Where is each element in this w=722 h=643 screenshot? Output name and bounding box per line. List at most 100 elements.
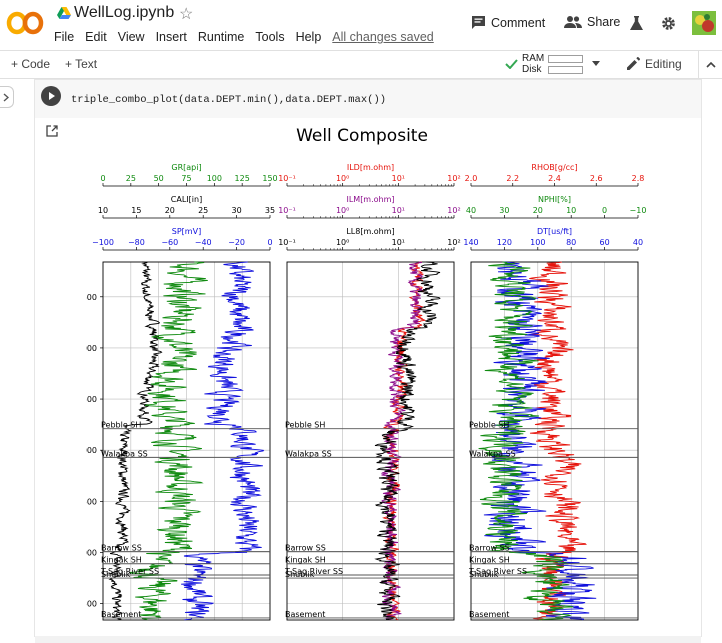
tick-label: −80 (128, 238, 145, 247)
people-icon (564, 16, 582, 28)
resource-monitor[interactable]: RAM Disk (522, 53, 544, 75)
comment-label: Comment (491, 15, 546, 30)
formation-top-label: Pebble SH (101, 421, 141, 430)
avatar[interactable] (692, 11, 716, 35)
disk-meter (548, 66, 583, 74)
add-text-button[interactable]: + Text (65, 57, 98, 71)
tick-label: 10⁻¹ (278, 174, 296, 183)
toolbar-divider (698, 51, 699, 78)
tick-label: 10² (447, 174, 460, 183)
axis-label: ILD[m.ohm] (347, 163, 394, 172)
tick-label: 40 (466, 206, 476, 215)
tick-label: 30 (232, 206, 242, 215)
formation-top-label: Walakpa SS (285, 449, 332, 458)
axis-label: DT[us/ft] (537, 227, 572, 236)
tick-label: 120 (497, 238, 512, 247)
run-cell-button[interactable] (41, 86, 61, 106)
formation-top-label: T-Sag River SS (284, 567, 343, 576)
axis-label: ILM[m.ohm] (346, 195, 394, 204)
tick-label: 100 (207, 174, 222, 183)
editing-mode-button[interactable]: Editing (645, 57, 682, 71)
chevron-right-icon (3, 93, 9, 102)
formation-top-label: Barrow SS (285, 543, 326, 552)
tick-label: 10⁻¹ (278, 206, 296, 215)
tick-label: 40 (633, 238, 643, 247)
tick-label: 10⁰ (336, 206, 349, 215)
ll8-curve (374, 261, 441, 621)
chevron-down-icon[interactable] (592, 61, 600, 66)
tick-label: −60 (161, 238, 178, 247)
share-button[interactable]: Share (564, 15, 620, 29)
code-editor[interactable] (35, 80, 701, 118)
formation-top-label: Pebble SH (285, 421, 325, 430)
menu-bar: File Edit View Insert Runtime Tools Help All ch… (54, 30, 445, 44)
tick-label: 10⁰ (336, 174, 349, 183)
menu-insert[interactable]: Insert (155, 30, 187, 44)
top-bar: WellLog.ipynb ☆ File Edit View Insert Runtim… (0, 0, 722, 50)
formation-top-label: Basement (285, 610, 325, 619)
tick-label: 2.6 (590, 174, 603, 183)
axis-label: GR[api] (171, 163, 201, 172)
ilm-curve (380, 261, 424, 621)
cali-curve (108, 261, 163, 621)
axis-label: LL8[m.ohm] (346, 227, 394, 236)
formation-top-label: Barrow SS (469, 543, 510, 552)
tick-label: 10¹ (392, 206, 405, 215)
flask-icon[interactable] (630, 16, 643, 31)
depth-label: 3000 (86, 548, 97, 557)
tick-label: −40 (195, 238, 212, 247)
formation-top-label: Kingak SH (101, 556, 142, 565)
sidebar-toggle[interactable] (0, 86, 14, 108)
tick-label: 30 (499, 206, 509, 215)
rhob-curve (529, 261, 587, 621)
depth-label: 1000 (86, 344, 97, 353)
formation-top-label: T-Sag River SS (468, 567, 527, 576)
menu-edit[interactable]: Edit (85, 30, 107, 44)
tick-label: 60 (600, 238, 610, 247)
chevron-up-icon[interactable] (706, 61, 716, 68)
tick-label: 150 (262, 174, 277, 183)
tick-label: 15 (131, 206, 141, 215)
formation-top-label: Pebble SH (469, 421, 509, 430)
code-text[interactable]: triple_combo_plot(data.DEPT.min(),data.D… (71, 94, 387, 106)
tick-label: 0 (602, 206, 607, 215)
formation-top-label: Barrow SS (101, 543, 142, 552)
well-composite-figure: Well Composite 0 25 50 75 100 125 150GR[api]10… (86, 126, 646, 621)
menu-help[interactable]: Help (295, 30, 322, 44)
nphi-curve (478, 261, 574, 621)
menu-view[interactable]: View (117, 30, 145, 44)
tick-label: 50 (154, 174, 164, 183)
saved-status[interactable]: All changes saved (332, 30, 434, 44)
formation-top-label: Walakpa SS (469, 449, 516, 458)
tick-label: 10⁻¹ (278, 238, 296, 247)
tick-label: 10² (447, 238, 460, 247)
tick-label: 2.2 (506, 174, 519, 183)
colab-logo[interactable] (6, 8, 46, 38)
comment-button[interactable]: Comment (471, 15, 545, 30)
drive-icon[interactable] (57, 7, 71, 19)
depth-label: 2000 (86, 446, 97, 455)
notebook-title[interactable]: WellLog.ipynb (74, 4, 175, 21)
formation-top-label: T-Sag River SS (100, 567, 159, 576)
gear-icon[interactable] (661, 16, 676, 31)
formation-top-label: Shublik (101, 570, 131, 579)
output-icon[interactable] (46, 125, 58, 137)
formation-top-label: Kingak SH (285, 556, 326, 565)
check-icon (505, 59, 518, 69)
axis-label: SP[mV] (172, 227, 201, 236)
depth-label: 500 (86, 293, 97, 302)
comment-icon (472, 16, 485, 29)
add-code-button[interactable]: + Code (11, 57, 51, 71)
menu-runtime[interactable]: Runtime (197, 30, 245, 44)
pencil-icon (627, 57, 640, 70)
star-icon[interactable]: ☆ (179, 6, 194, 23)
formation-top-label: Shublik (469, 570, 499, 579)
menu-tools[interactable]: Tools (255, 30, 285, 44)
menu-file[interactable]: File (54, 30, 75, 44)
axis-label: NPHI[%] (538, 195, 571, 204)
tick-label: 125 (235, 174, 250, 183)
tick-label: 140 (463, 238, 478, 247)
tick-label: 20 (165, 206, 175, 215)
formation-top-label: Basement (101, 610, 141, 619)
tick-label: 0 (100, 174, 105, 183)
